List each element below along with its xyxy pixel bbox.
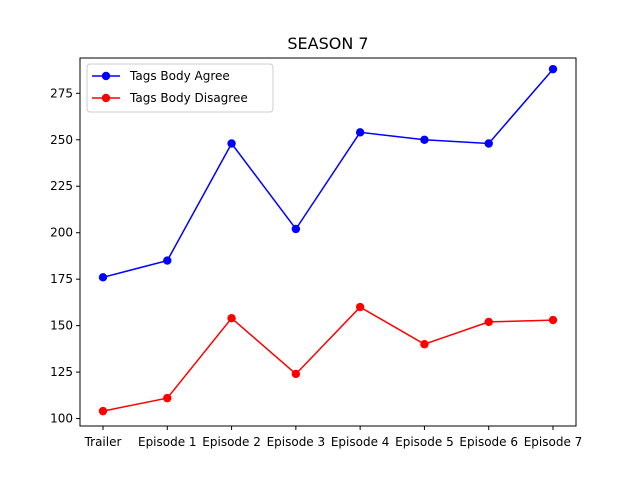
data-point-1-2 (227, 314, 236, 323)
series-layer (98, 64, 558, 416)
x-tick-label: Episode 3 (267, 435, 326, 449)
y-tick-label: 125 (50, 365, 73, 379)
data-point-0-0 (98, 273, 108, 282)
y-tick-label: 175 (50, 272, 73, 286)
y-axis: 100 125 150 175 200 225 250 275 (50, 86, 80, 426)
legend-marker-1 (101, 93, 111, 103)
data-point-1-1 (163, 393, 172, 403)
data-point-1-6 (484, 317, 493, 327)
chart-title: SEASON 7 (287, 34, 368, 53)
data-point-0-3 (291, 224, 301, 234)
data-point-0-6 (484, 139, 493, 148)
data-point-1-5 (420, 340, 429, 349)
plot-area (79, 57, 577, 427)
y-tick-label: 250 (50, 133, 73, 147)
x-tick-label: Trailer (84, 435, 122, 449)
data-point-0-5 (420, 135, 429, 144)
data-point-1-4 (355, 302, 365, 312)
legend-label-1: Tags Body Disagree (129, 91, 248, 105)
data-point-1-0 (98, 406, 108, 416)
x-tick-label: Episode 7 (524, 435, 583, 449)
data-point-0-1 (163, 256, 172, 265)
data-point-1-7 (548, 315, 558, 325)
series-line-1 (102, 306, 554, 412)
y-tick-label: 150 (50, 319, 73, 333)
data-point-1-3 (291, 369, 301, 379)
legend-marker-0 (101, 71, 111, 81)
y-tick-label: 275 (50, 86, 73, 100)
x-axis: Trailer Episode 1 Episode 2 Episode 3 Episod… (84, 426, 583, 449)
y-tick-label: 225 (50, 179, 73, 193)
x-tick-label: Episode 2 (202, 435, 261, 449)
legend-box (86, 63, 274, 113)
legend: Tags Body Agree Tags Body Disagree (86, 63, 274, 113)
data-point-0-7 (548, 64, 558, 74)
x-tick-label: Episode 4 (331, 435, 390, 449)
y-tick-label: 100 (50, 412, 73, 426)
data-point-0-2 (227, 139, 236, 148)
x-tick-label: Episode 6 (459, 435, 518, 449)
x-tick-label: Episode 1 (138, 435, 197, 449)
data-point-0-4 (355, 128, 365, 137)
legend-label-0: Tags Body Agree (129, 69, 230, 83)
x-tick-label: Episode 5 (395, 435, 454, 449)
y-tick-label: 200 (50, 226, 73, 240)
series-line-0 (102, 68, 554, 279)
